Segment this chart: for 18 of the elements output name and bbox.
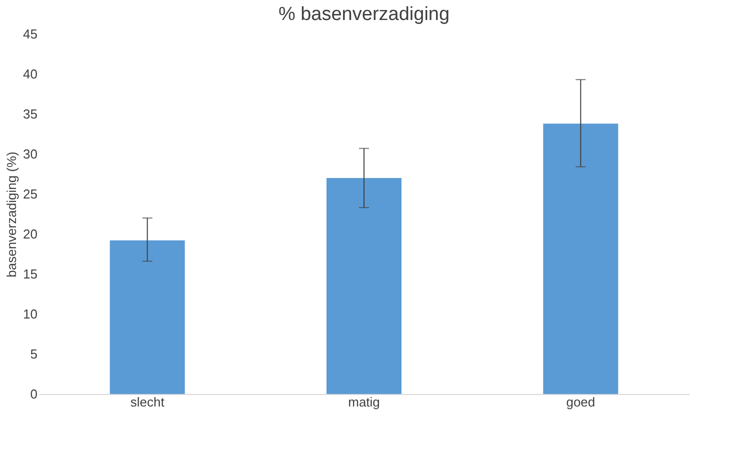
y-tick-label: 35 <box>23 106 38 122</box>
y-tick-label: 15 <box>23 266 38 282</box>
y-tick-label: 30 <box>23 146 38 162</box>
bar <box>326 178 402 394</box>
y-tick-label: 40 <box>23 66 38 82</box>
bar <box>543 124 618 394</box>
y-tick-label: 45 <box>23 26 38 42</box>
chart-title: % basenverzadiging <box>278 4 450 25</box>
y-tick-label: 0 <box>30 386 38 402</box>
x-tick-label: goed <box>566 394 596 410</box>
bar <box>110 240 185 394</box>
y-tick-label: 25 <box>23 186 38 202</box>
y-tick-label: 5 <box>30 346 38 362</box>
y-tick-label: 10 <box>23 306 38 322</box>
x-tick-label: slecht <box>130 394 165 410</box>
x-tick-label: matig <box>348 394 380 410</box>
y-axis-title: basenverzadiging (%) <box>4 152 20 278</box>
y-tick-label: 20 <box>23 226 38 242</box>
